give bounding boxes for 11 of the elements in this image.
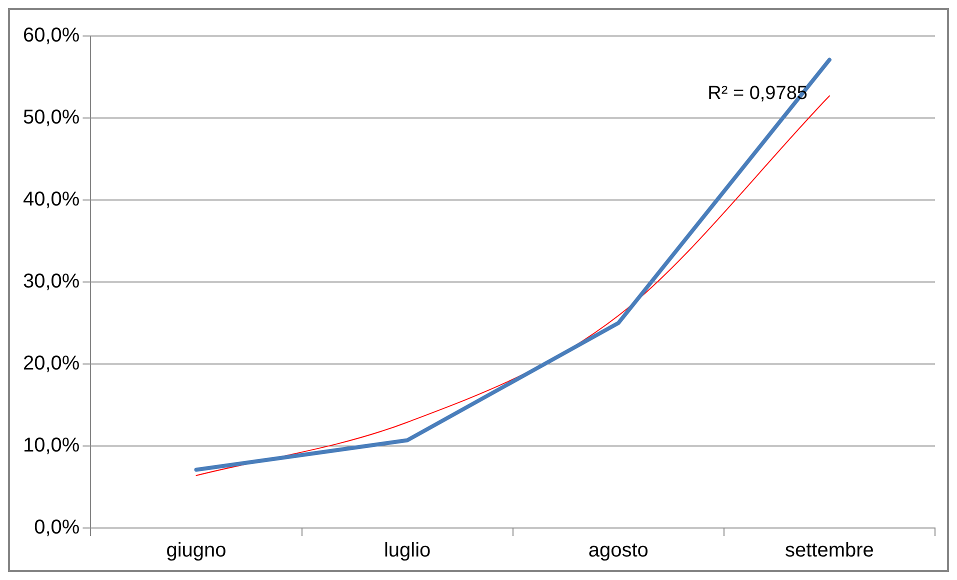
x-tick-label: giugno: [166, 540, 226, 562]
y-tick-label: 50,0%: [22, 106, 80, 129]
y-tick-label: 40,0%: [22, 188, 80, 211]
y-tick-label: 60,0%: [22, 24, 80, 47]
y-tick-label: 20,0%: [22, 352, 80, 375]
y-tick-label: 10,0%: [22, 434, 80, 457]
x-tick-label: agosto: [588, 540, 648, 562]
y-tick-label: 0,0%: [34, 516, 80, 539]
x-tick-label: luglio: [384, 540, 431, 562]
y-tick-label: 30,0%: [22, 270, 80, 293]
x-tick-label: settembre: [784, 540, 874, 562]
